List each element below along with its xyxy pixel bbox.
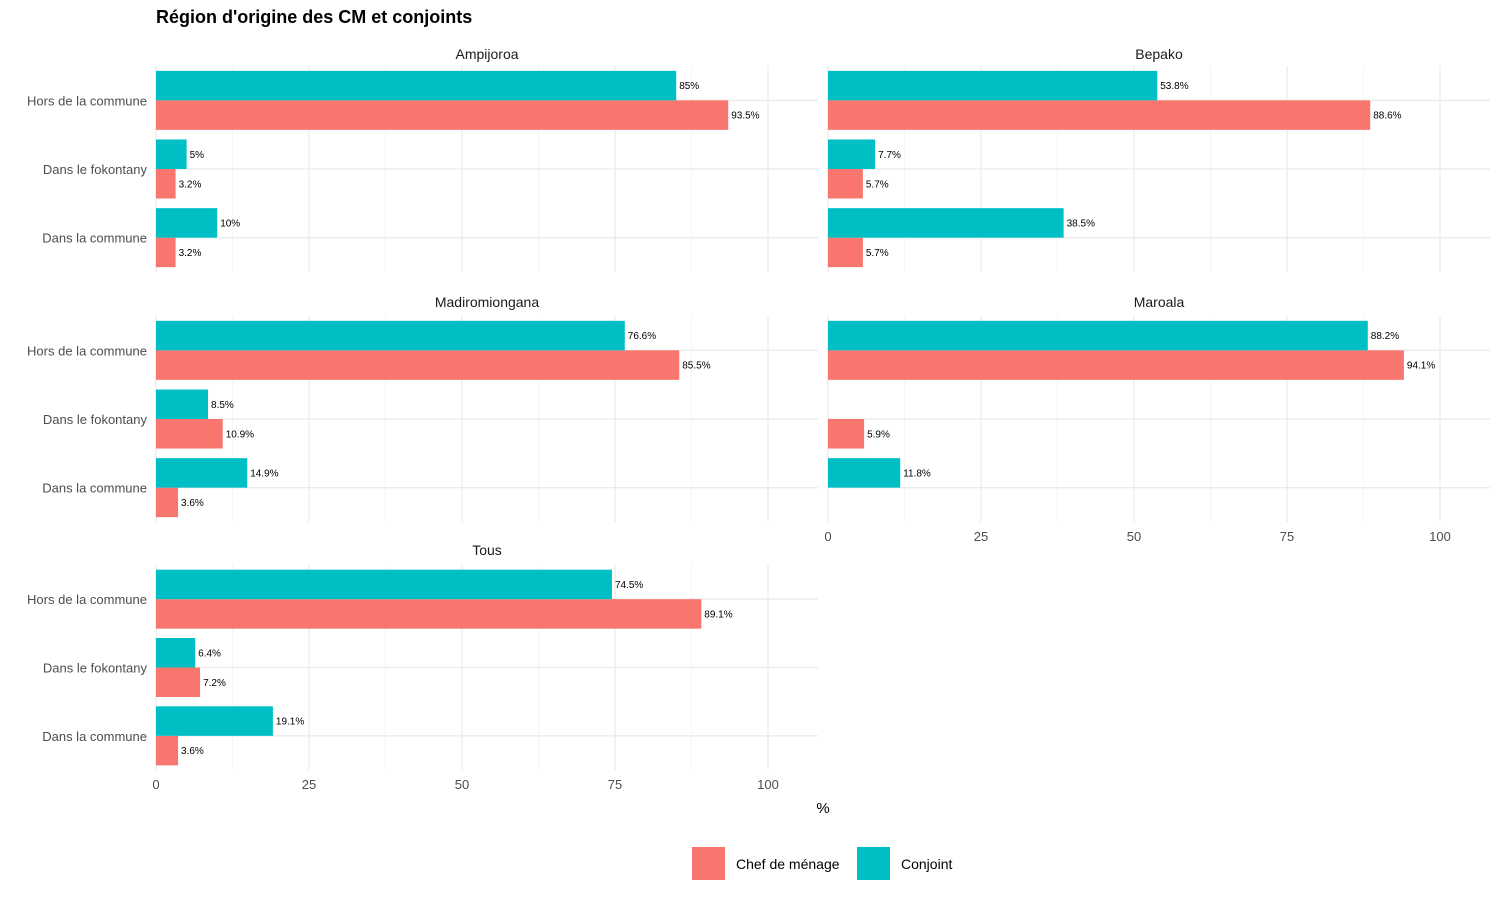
x-tick-label: 75 xyxy=(608,777,622,792)
y-tick-label: Hors de la commune xyxy=(27,592,147,607)
x-tick-label: 50 xyxy=(455,777,469,792)
legend-swatch-chef-de-menage xyxy=(692,847,725,880)
chart-title: Région d'origine des CM et conjoints xyxy=(156,7,472,27)
x-tick-label: 25 xyxy=(974,529,988,544)
data-label: 76.6% xyxy=(628,331,656,342)
y-tick-label: Dans le fokontany xyxy=(43,162,148,177)
y-tick-label: Dans la commune xyxy=(42,231,147,246)
data-label: 5.7% xyxy=(866,179,889,190)
y-tick-label: Dans la commune xyxy=(42,729,147,744)
bar-chef-de-menage xyxy=(828,237,863,268)
data-label: 3.2% xyxy=(179,248,202,259)
data-label: 3.6% xyxy=(181,746,204,757)
bar-chef-de-menage xyxy=(828,350,1404,380)
bar-conjoint xyxy=(156,320,625,351)
bar-conjoint xyxy=(156,139,187,169)
data-label: 88.6% xyxy=(1373,111,1401,122)
bar-chef-de-menage xyxy=(156,599,702,629)
bar-chef-de-menage xyxy=(156,169,176,199)
data-label: 85.5% xyxy=(682,361,710,372)
bar-conjoint xyxy=(156,389,209,419)
bar-conjoint xyxy=(828,70,1158,101)
y-tick-label: Dans la commune xyxy=(42,481,147,496)
x-tick-label: 100 xyxy=(1429,529,1451,544)
data-label: 94.1% xyxy=(1407,361,1435,372)
bar-chef-de-menage xyxy=(156,735,179,766)
data-label: 93.5% xyxy=(731,111,759,122)
bar-chef-de-menage xyxy=(156,350,680,380)
data-label: 6.4% xyxy=(198,648,221,659)
y-tick-label: Dans le fokontany xyxy=(43,661,148,676)
data-label: 7.2% xyxy=(203,678,226,689)
data-label: 10% xyxy=(220,218,240,229)
legend: Chef de ménage Conjoint xyxy=(692,847,952,880)
bar-conjoint xyxy=(156,569,612,600)
x-axis-label: % xyxy=(816,800,829,817)
data-label: 74.5% xyxy=(615,580,643,591)
bar-chef-de-menage xyxy=(828,100,1371,130)
data-label: 7.7% xyxy=(878,150,901,161)
x-tick-label: 25 xyxy=(302,777,316,792)
bar-conjoint xyxy=(156,458,248,488)
bar-conjoint xyxy=(156,208,218,238)
data-label: 3.6% xyxy=(181,498,204,509)
data-label: 5% xyxy=(190,150,205,161)
panel-bepako: Bepako 5.7% 5.7% 88.6% 38.5% 7.7% 53.8% xyxy=(827,46,1490,272)
data-label: 19.1% xyxy=(276,717,304,728)
bar-chef-de-menage xyxy=(156,237,176,268)
data-label: 14.9% xyxy=(250,468,278,479)
y-tick-label: Hors de la commune xyxy=(27,343,147,358)
bar-conjoint xyxy=(156,638,196,668)
panel-maroala: Maroala 0 25 50 75 100 5.9% 94.1% 11.8% 88.2% xyxy=(824,294,1490,544)
panel-title: Tous xyxy=(472,542,502,558)
data-label: 3.2% xyxy=(179,179,202,190)
bar-chef-de-menage xyxy=(828,419,865,449)
y-tick-label: Dans le fokontany xyxy=(43,412,148,427)
bar-chef-de-menage xyxy=(156,667,201,697)
panel-tous: Tous Dans la commune Dans le fokontany Hors… xyxy=(27,542,818,792)
bar-chef-de-menage xyxy=(156,100,729,130)
bar-conjoint xyxy=(156,70,677,101)
bar-conjoint xyxy=(828,320,1368,351)
legend-swatch-conjoint xyxy=(857,847,890,880)
x-tick-label: 100 xyxy=(757,777,779,792)
x-tick-label: 0 xyxy=(152,777,159,792)
data-label: 5.9% xyxy=(867,429,890,440)
data-label: 5.7% xyxy=(866,248,889,259)
data-label: 38.5% xyxy=(1067,218,1095,229)
bar-chef-de-menage xyxy=(828,169,863,199)
bar-chef-de-menage xyxy=(156,487,179,518)
bar-conjoint xyxy=(828,208,1064,238)
bar-conjoint xyxy=(156,706,273,736)
panel-madiromiongana: Madiromiongana Dans la commune Dans le fok… xyxy=(27,294,818,522)
bar-chef-de-menage xyxy=(156,419,223,449)
panels: Ampijoroa Dans la commune Dans le fokontan… xyxy=(27,46,1490,792)
panel-title: Bepako xyxy=(1135,46,1183,62)
panel-title: Ampijoroa xyxy=(455,46,518,62)
data-label: 88.2% xyxy=(1371,331,1399,342)
panel-title: Madiromiongana xyxy=(435,294,539,310)
legend-label-chef-de-menage: Chef de ménage xyxy=(736,856,840,872)
data-label: 89.1% xyxy=(704,609,732,620)
bar-conjoint xyxy=(828,458,901,488)
data-label: 11.8% xyxy=(903,468,931,479)
y-tick-label: Hors de la commune xyxy=(27,93,147,108)
data-label: 10.9% xyxy=(226,429,254,440)
panel-title: Maroala xyxy=(1134,294,1185,310)
data-label: 53.8% xyxy=(1160,81,1188,92)
panel-ampijoroa: Ampijoroa Dans la commune Dans le fokontan… xyxy=(27,46,818,272)
data-label: 85% xyxy=(679,81,699,92)
x-tick-label: 50 xyxy=(1127,529,1141,544)
data-label: 8.5% xyxy=(211,400,234,411)
x-tick-label: 0 xyxy=(824,529,831,544)
x-tick-label: 75 xyxy=(1280,529,1294,544)
bar-conjoint xyxy=(828,139,876,169)
legend-label-conjoint: Conjoint xyxy=(901,856,952,872)
